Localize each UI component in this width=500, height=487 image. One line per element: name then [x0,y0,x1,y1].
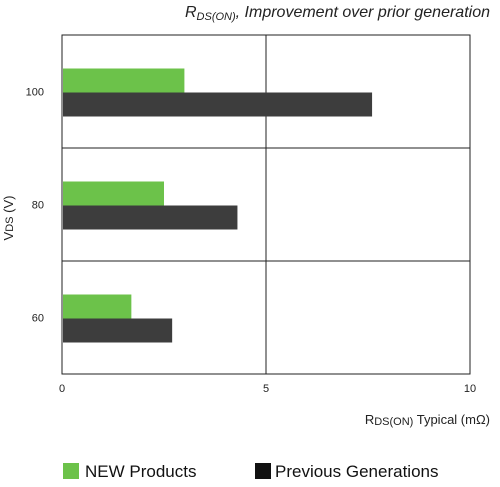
x-axis-label: RDS(ON) Typical (mΩ) [365,412,490,428]
bars [63,68,373,343]
bar-new-products-100 [63,68,185,93]
chart-title-rest: , Improvement over prior generation [236,4,490,21]
bar-new-products-80 [63,181,164,206]
bar-previous-generations-60 [63,318,173,343]
x-axis-label-sub: DS(ON) [374,416,413,428]
y-tick-label-100: 100 [26,87,44,99]
bar-new-products-60 [63,294,132,319]
y-axis-label-rest: (V) [1,196,16,217]
grid-lines [62,35,470,374]
y-tick-labels: 100 80 60 [26,87,44,325]
bar-previous-generations-100 [63,92,373,117]
legend: NEW Products Previous Generations [63,462,438,481]
x-tick-label-0: 0 [59,383,65,395]
legend-label-previous-generations: Previous Generations [275,462,438,481]
y-axis-label-main: V [1,231,16,240]
legend-swatch-new-products [63,463,79,479]
x-axis-label-main: R [365,412,374,427]
chart-title-main: R [185,4,197,21]
x-tick-labels: 0 5 10 [59,383,476,395]
legend-label-new-products: NEW Products [85,462,196,481]
legend-swatch-previous-generations [255,463,271,479]
y-axis-label-sub: DS [4,217,16,232]
bar-previous-generations-80 [63,205,238,230]
chart-title: RDS(ON), Improvement over prior generati… [185,4,490,23]
y-tick-label-80: 80 [32,200,44,212]
x-tick-label-10: 10 [464,383,476,395]
x-tick-label-5: 5 [263,383,269,395]
x-axis-label-rest: Typical (mΩ) [413,412,490,427]
y-axis-label: VDS (V) [1,196,16,241]
chart-title-sub: DS(ON) [197,11,236,23]
y-tick-label-60: 60 [32,313,44,325]
